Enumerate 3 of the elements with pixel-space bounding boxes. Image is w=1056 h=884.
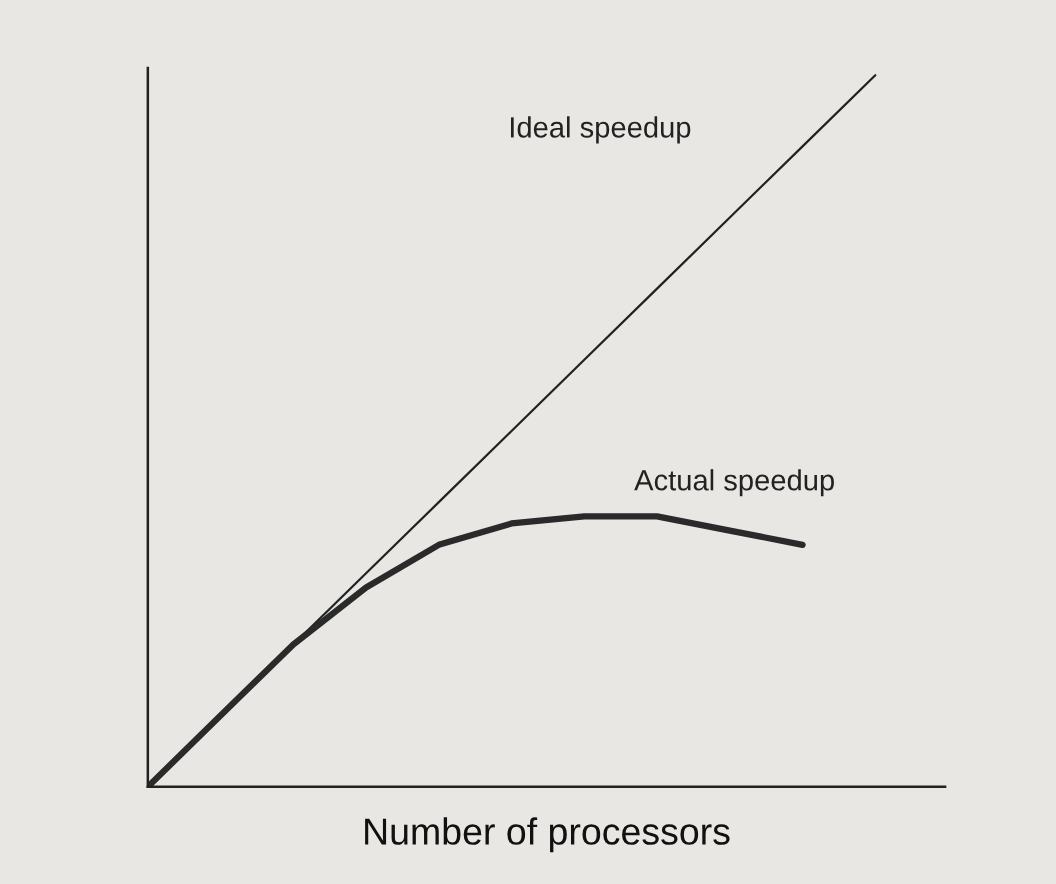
series-label: Actual speedup bbox=[634, 469, 834, 497]
text: Ideal speedup bbox=[510, 116, 691, 144]
x-axis-title: Number of processors bbox=[365, 817, 730, 853]
